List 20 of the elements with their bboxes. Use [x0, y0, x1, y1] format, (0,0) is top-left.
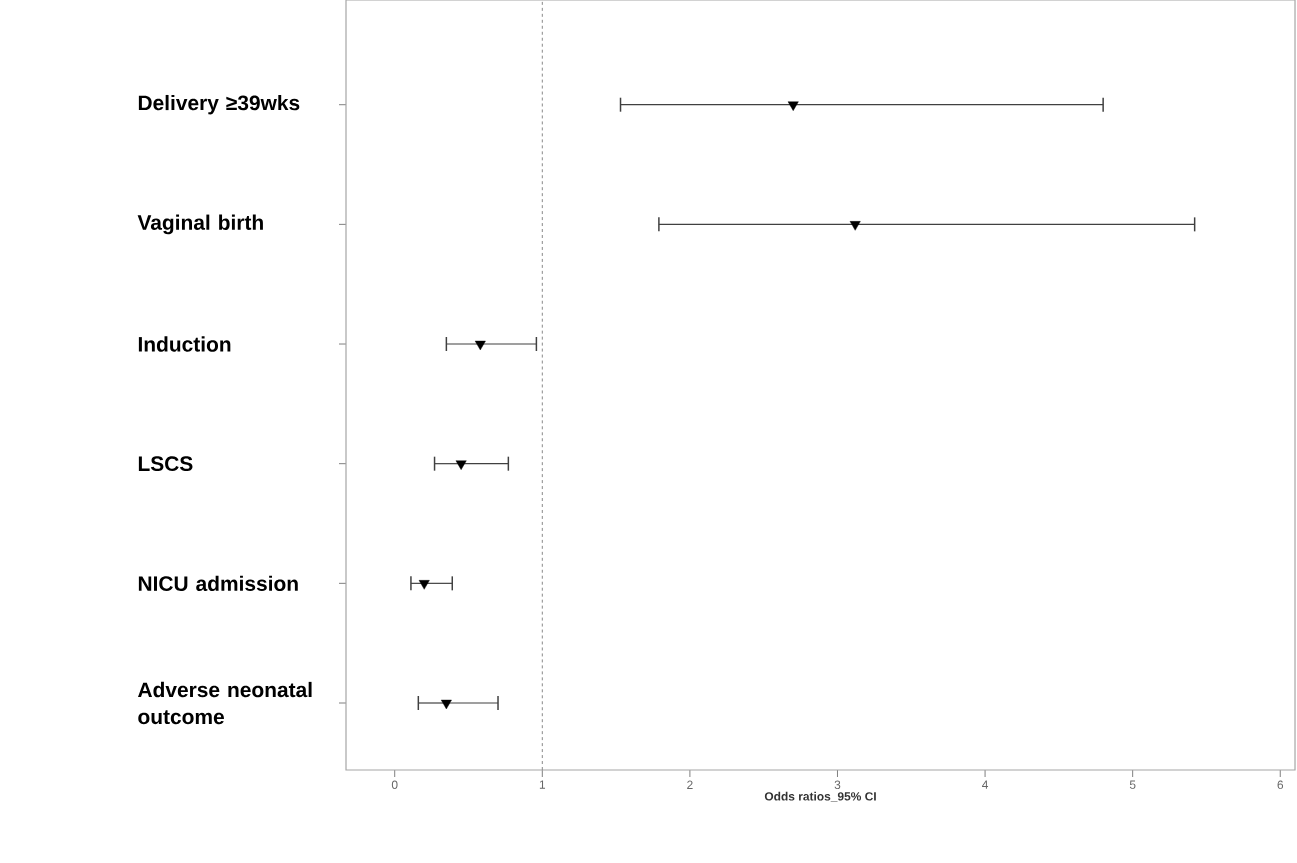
y-tick-label: Delivery ≥39wks	[138, 94, 300, 115]
x-tick-label: 4	[982, 780, 989, 789]
y-tick-label: Vaginal birth	[137, 214, 263, 235]
x-tick-label: 3	[834, 780, 841, 789]
point	[849, 221, 861, 231]
x-tick-label: 0	[391, 780, 398, 789]
x-tick-label: 2	[687, 780, 693, 789]
point	[455, 460, 467, 470]
x-tick-label: 5	[1129, 780, 1136, 789]
point	[418, 580, 430, 590]
y-tick-label: NICU admission	[138, 575, 298, 592]
y-tick-label: LSCS	[138, 456, 193, 472]
y-tick-label: Induction	[138, 336, 231, 352]
point	[787, 101, 799, 111]
point	[474, 340, 486, 351]
point	[440, 699, 452, 710]
x-axis-title: Odds ratios_95% CI	[764, 791, 876, 802]
x-tick-label: 6	[1277, 780, 1284, 789]
x-tick-label: 1	[539, 780, 546, 789]
y-tick-label: Adverse neonatal outcome	[137, 681, 312, 725]
